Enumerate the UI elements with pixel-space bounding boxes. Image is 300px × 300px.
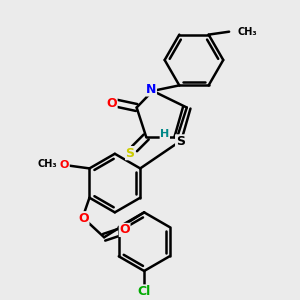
Text: H: H [160,129,170,139]
Text: O: O [119,224,130,236]
Text: O: O [106,97,117,110]
Text: CH₃: CH₃ [37,159,57,169]
Text: S: S [126,147,135,160]
Text: CH₃: CH₃ [238,27,257,37]
Text: Cl: Cl [137,285,151,298]
Text: O: O [60,160,69,170]
Text: N: N [146,83,156,96]
Text: O: O [78,212,89,225]
Text: S: S [176,135,185,148]
